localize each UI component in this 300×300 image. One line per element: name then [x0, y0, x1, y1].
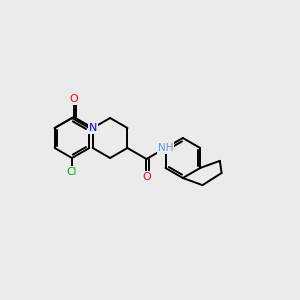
- Text: Cl: Cl: [67, 167, 77, 177]
- Text: N: N: [88, 123, 97, 133]
- Text: N: N: [88, 123, 97, 133]
- Text: O: O: [142, 172, 151, 182]
- Text: NH: NH: [158, 143, 173, 153]
- Text: O: O: [69, 94, 78, 104]
